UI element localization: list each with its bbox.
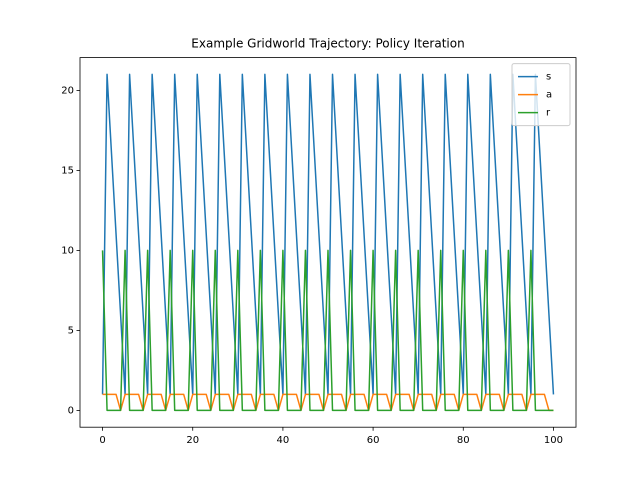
line-series [101, 249, 554, 412]
x-tick-label: 40 [277, 435, 290, 446]
chart-title: Example Gridworld Trajectory: Policy Ite… [191, 37, 464, 51]
x-tick-label: 0 [99, 435, 105, 446]
legend-label: s [546, 72, 551, 83]
y-tick-label: 10 [61, 245, 74, 256]
y-tick-label: 0 [68, 405, 74, 416]
x-tick-label: 100 [544, 435, 563, 446]
x-tick-label: 20 [186, 435, 199, 446]
x-tick-label: 60 [367, 435, 380, 446]
line-series [102, 393, 554, 412]
y-tick-label: 5 [68, 325, 74, 336]
x-tick-label: 80 [457, 435, 470, 446]
legend-box [511, 63, 571, 127]
y-tick-label: 20 [61, 85, 74, 96]
y-tick-label: 15 [61, 165, 74, 176]
axes-frame [79, 57, 577, 428]
legend-label: a [546, 90, 552, 101]
legend-label: r [546, 108, 551, 119]
